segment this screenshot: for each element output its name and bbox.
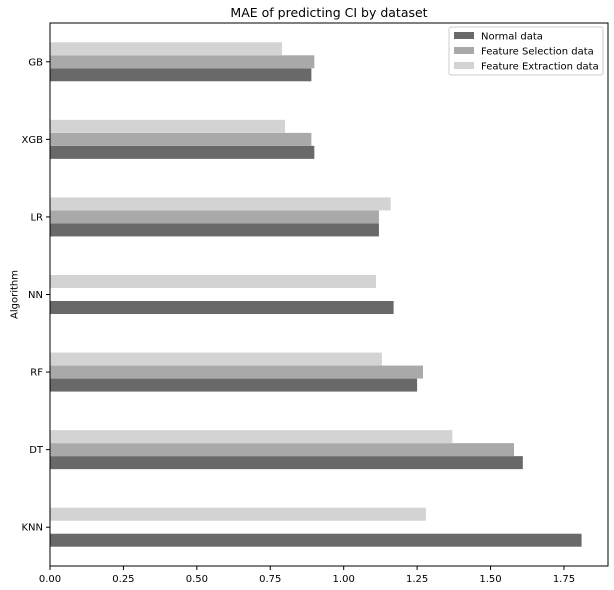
- plot-frame: [49, 22, 609, 567]
- chart-title: MAE of predicting CI by dataset: [230, 5, 427, 20]
- x-tick-label: 1.75: [553, 574, 575, 585]
- bar-dt-series-2: [50, 443, 515, 457]
- bar-gb-series-2: [50, 55, 315, 69]
- y-tick-label: RF: [30, 368, 43, 379]
- bar-lr-series-3: [50, 197, 391, 211]
- bar-knn-series-3: [50, 507, 426, 521]
- bar-gb-series-1: [50, 68, 312, 82]
- x-tick-label: 1.50: [479, 574, 501, 585]
- bar-dt-series-3: [50, 430, 453, 444]
- bar-knn-series-1: [50, 533, 582, 547]
- bar-nn-series-1: [50, 301, 394, 314]
- y-tick-label: GB: [28, 57, 43, 68]
- bar-rf-series-1: [50, 378, 418, 392]
- y-tick-label: LR: [30, 212, 43, 223]
- bar-xgb-series-1: [50, 145, 315, 159]
- bar-rf-series-3: [50, 352, 382, 366]
- y-axis-label: Algorithm: [10, 270, 21, 319]
- x-tick-label: 0.50: [186, 574, 208, 585]
- legend-entry-label: Feature Selection data: [481, 47, 594, 58]
- bar-rf-series-2: [50, 365, 423, 379]
- x-tick-label: 1.25: [406, 574, 428, 585]
- y-tick-label: DT: [29, 445, 44, 456]
- bar-xgb-series-3: [50, 119, 285, 133]
- bar-lr-series-2: [50, 210, 379, 224]
- legend-box: [448, 26, 604, 76]
- x-tick-label: 1.00: [333, 574, 355, 585]
- legend-swatch: [454, 47, 474, 54]
- legend-swatch: [454, 62, 474, 69]
- x-tick-label: 0.75: [259, 574, 281, 585]
- legend-swatch: [454, 32, 474, 39]
- bar-lr-series-1: [50, 223, 379, 237]
- bar-gb-series-3: [50, 42, 283, 56]
- y-tick-label: XGB: [22, 135, 44, 146]
- y-tick-label: KNN: [21, 523, 43, 534]
- legend-entry-label: Feature Extraction data: [481, 62, 599, 73]
- bar-dt-series-1: [50, 456, 523, 470]
- y-axis-ticks: KNN DT RF NN LR XGB GB: [21, 57, 50, 534]
- legend-entry-label: Normal data: [481, 32, 543, 43]
- y-tick-label: NN: [28, 290, 43, 301]
- bar-xgb-series-2: [50, 132, 312, 146]
- bar-nn-series-3: [50, 275, 376, 288]
- legend: Normal data Feature Selection data Feature…: [448, 26, 604, 76]
- x-axis-ticks: 0.00 0.25 0.50 0.75 1.00 1.25 1.50 1.75: [39, 566, 575, 585]
- bars: [50, 42, 582, 547]
- x-tick-label: 0.25: [112, 574, 134, 585]
- x-tick-label: 0.00: [39, 574, 61, 585]
